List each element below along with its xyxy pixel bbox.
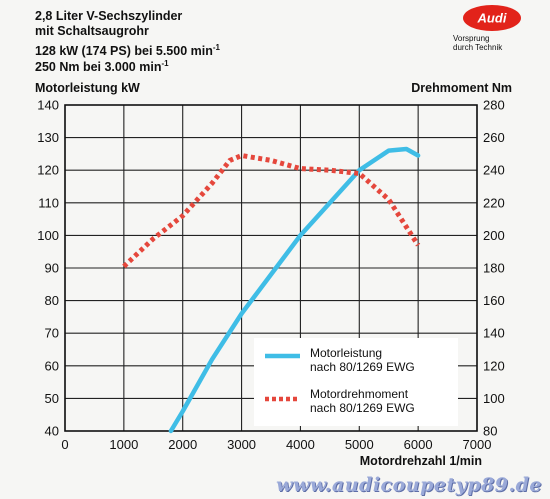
grid xyxy=(64,104,478,432)
legend-label-motorleistung: Motorleistung nach 80/1269 EWG xyxy=(310,346,415,374)
series-group xyxy=(122,146,421,434)
logo-text: Audi xyxy=(477,11,507,26)
series-line-motordrehmoment xyxy=(122,153,421,269)
left-y-tick-label: 80 xyxy=(45,293,59,308)
right-y-axis: 80 100 120 140 160 180 200 220 240 260 280 xyxy=(483,98,505,439)
left-y-tick-label: 120 xyxy=(37,163,59,178)
x-axis: 0 1000 2000 3000 4000 5000 6000 7000 xyxy=(61,437,491,452)
legend-background xyxy=(254,338,458,426)
x-tick-label: 5000 xyxy=(345,437,374,452)
x-tick-label: 4000 xyxy=(286,437,315,452)
plot-frame xyxy=(64,104,478,432)
right-y-tick-label: 160 xyxy=(483,293,505,308)
x-tick-label: 1000 xyxy=(109,437,138,452)
right-y-tick-label: 240 xyxy=(483,163,505,178)
watermark: www.audicoupetyp89.de xyxy=(276,474,542,496)
right-y-tick-label: 120 xyxy=(483,358,505,373)
left-axis-title: Motorleistung kW xyxy=(35,81,140,95)
power-spec: 128 kW (174 PS) bei 5.500 min-1 xyxy=(35,43,220,59)
right-y-tick-label: 220 xyxy=(483,195,505,210)
logo-slogan: Vorsprung durch Technik xyxy=(453,34,503,52)
x-tick-label: 0 xyxy=(61,437,68,452)
x-tick-label: 3000 xyxy=(227,437,256,452)
x-tick-label: 2000 xyxy=(168,437,197,452)
audi-logo: Audi xyxy=(463,5,521,31)
left-y-tick-label: 50 xyxy=(45,391,59,406)
left-y-tick-label: 130 xyxy=(37,130,59,145)
engine-subtitle: mit Schaltsaugrohr xyxy=(35,24,149,38)
left-y-tick-label: 70 xyxy=(45,326,59,341)
left-y-tick-label: 90 xyxy=(45,261,59,276)
right-y-tick-label: 140 xyxy=(483,326,505,341)
x-tick-label: 7000 xyxy=(463,437,492,452)
left-y-axis: 40 50 60 70 80 90 100 110 120 130 140 xyxy=(37,98,59,439)
left-y-tick-label: 100 xyxy=(37,228,59,243)
left-y-tick-label: 40 xyxy=(45,424,59,439)
left-y-tick-label: 110 xyxy=(38,195,59,210)
series-line-motorleistung xyxy=(168,146,421,434)
left-y-tick-label: 60 xyxy=(45,358,59,373)
right-y-tick-label: 260 xyxy=(483,130,505,145)
left-y-tick-label: 140 xyxy=(37,98,59,113)
right-axis-title: Drehmoment Nm xyxy=(411,81,512,95)
right-y-tick-label: 280 xyxy=(483,98,505,113)
x-axis-title: Motordrehzahl 1/min xyxy=(359,454,482,468)
right-y-tick-label: 200 xyxy=(483,228,505,243)
right-y-tick-label: 180 xyxy=(483,261,505,276)
engine-title: 2,8 Liter V-Sechszylinder xyxy=(35,9,183,23)
right-y-tick-label: 80 xyxy=(483,424,497,439)
x-tick-label: 6000 xyxy=(404,437,433,452)
right-y-tick-label: 100 xyxy=(483,391,505,406)
legend-label-motordrehmoment: Motordrehmoment nach 80/1269 EWG xyxy=(310,387,415,415)
torque-spec: 250 Nm bei 3.000 min-1 xyxy=(35,59,169,75)
